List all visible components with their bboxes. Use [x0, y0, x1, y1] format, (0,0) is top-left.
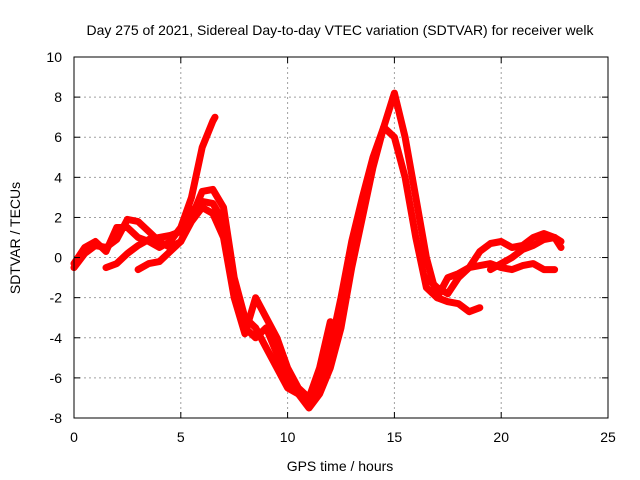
y-tick-label: 4 — [54, 169, 62, 185]
x-tick-label: 10 — [280, 429, 296, 445]
series-track-3 — [102, 89, 484, 412]
y-tick-label: 10 — [46, 49, 62, 65]
y-tick-label: 2 — [54, 209, 62, 225]
y-tick-label: -8 — [50, 410, 63, 426]
y-tick-label: -4 — [50, 330, 63, 346]
x-tick-label: 0 — [70, 429, 78, 445]
series-track-5 — [422, 260, 559, 298]
y-axis-label: SDTVAR / TECUs — [7, 182, 23, 294]
x-axis-label: GPS time / hours — [287, 458, 394, 474]
y-tick-label: -2 — [50, 290, 63, 306]
x-tick-label: 25 — [600, 429, 616, 445]
y-tick-label: -6 — [50, 370, 63, 386]
y-tick-label: 8 — [54, 89, 62, 105]
x-tick-label: 20 — [493, 429, 509, 445]
data-area — [70, 89, 565, 412]
chart-title: Day 275 of 2021, Sidereal Day-to-day VTE… — [86, 22, 594, 38]
series-track-6 — [487, 234, 565, 274]
plot-frame — [73, 56, 609, 419]
y-tick-label: 6 — [54, 129, 62, 145]
x-tick-label: 5 — [177, 429, 185, 445]
y-tick-label: 0 — [54, 250, 62, 266]
x-tick-label: 15 — [387, 429, 403, 445]
series-track-4 — [134, 203, 334, 402]
axis-ticks: 0 5 10 15 20 25 -8 -6 -4 -2 0 2 4 6 8 10 — [46, 49, 616, 445]
